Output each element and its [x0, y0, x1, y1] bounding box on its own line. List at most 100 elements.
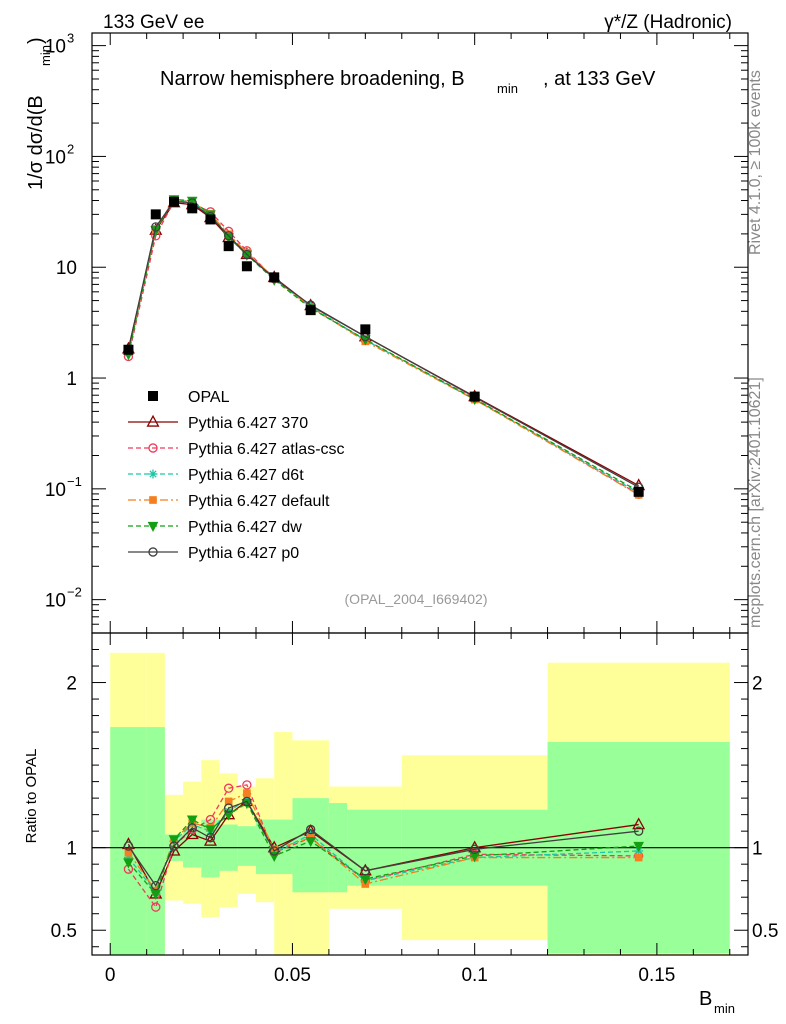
series-point-dw: [241, 250, 253, 261]
ratio-point-p370: [185, 827, 199, 840]
y-tick-base: 10: [45, 591, 66, 612]
opal-data-point: [205, 214, 216, 225]
ratio-point-default: [243, 789, 251, 797]
ratio-point-dw: [205, 825, 216, 836]
rivet-label: Rivet 4.1.0, ≥ 100k events: [747, 70, 764, 255]
ratio-point-p0: [223, 803, 234, 813]
legend-marker-p370: [146, 414, 160, 427]
ratio-point-p0: [205, 833, 216, 843]
ratio-point-p0: [269, 846, 279, 856]
ratio-point-p0: [151, 880, 161, 891]
ratio-point-p0: [633, 826, 644, 836]
opal-data-point: [241, 261, 252, 272]
y-tick-label: 10 −1: [45, 474, 82, 501]
ratio-point-p0: [469, 844, 480, 855]
y-tick-label: 10 −2: [45, 585, 82, 612]
y-tick-exp: −1: [67, 474, 82, 489]
x-axis-title: B min: [699, 988, 735, 1016]
ratio-axis-title: Ratio to OPAL: [23, 749, 40, 844]
opal-data-point: [305, 305, 316, 316]
opal-data-point: [269, 272, 280, 283]
y-axis-title-main: 1/σ dσ/d(B: [25, 95, 47, 190]
y-tick-base: 10: [56, 258, 77, 279]
opal-data-point: [169, 196, 179, 207]
ratio-point-dw: [223, 810, 234, 821]
opal-data-point: [187, 203, 198, 214]
uncertainty-band-inner: [146, 727, 165, 955]
legend-label-default: Pythia 6.427 default: [188, 493, 330, 510]
opal-data-point: [633, 486, 644, 497]
y-tick-base: 1: [66, 369, 77, 390]
ratio-point-dw: [168, 835, 180, 846]
legend-label-opal: OPAL: [188, 389, 230, 406]
y-tick-base: 10: [45, 37, 66, 58]
x-axis-title-sub: min: [714, 1001, 735, 1016]
y-tick-base: 10: [45, 480, 66, 501]
y-axis-title-sub: min: [38, 45, 53, 66]
opal-data-point: [150, 209, 161, 220]
y-tick-label: 10 3: [45, 31, 74, 58]
ratio-point-default: [634, 853, 643, 862]
y-tick-exp: 2: [67, 141, 74, 156]
y-tick-label: 10: [56, 258, 77, 279]
series-line-default: [127, 198, 639, 496]
opal-data-point: [123, 344, 134, 355]
ratio-tick-label: 1: [752, 839, 763, 860]
legend-label-d6t: Pythia 6.427 d6t: [188, 467, 304, 484]
ratio-tick-label: 1: [66, 839, 77, 860]
ratio-line-p0: [127, 800, 639, 887]
ratio-point-p0: [169, 841, 179, 851]
legend-marker-dw: [147, 521, 159, 533]
ratio-tick-label: 2: [66, 674, 77, 695]
y-axis-title: 1/σ dσ/d(B min ): [25, 37, 53, 190]
ratio-point-p0: [187, 823, 197, 833]
ratio-point-default: [224, 797, 233, 806]
x-tick-label: 0.05: [274, 965, 311, 986]
y-tick-label: 1: [66, 369, 77, 390]
ratio-point-dw: [186, 815, 198, 826]
ratio-point-atlas: [242, 780, 252, 790]
y-tick-exp: 3: [67, 31, 74, 46]
ratio-point-default: [270, 845, 279, 854]
header-left: 133 GeV ee: [103, 12, 204, 33]
legend-marker-default: [149, 496, 157, 504]
ratio-point-d6t: [123, 853, 133, 863]
legend-label-atlas: Pythia 6.427 atlas-csc: [188, 441, 345, 458]
ratio-point-p0: [123, 841, 134, 851]
ratio-line-atlas: [127, 784, 639, 909]
opal-data-point: [223, 241, 234, 252]
uncertainty-band-inner: [237, 826, 256, 866]
legend-label-p0: Pythia 6.427 p0: [188, 545, 299, 562]
chart-title-sub: min: [497, 81, 518, 96]
ratio-point-dw: [633, 841, 644, 853]
chart-title-tail: , at 133 GeV: [543, 68, 656, 90]
mc-curves: [121, 195, 646, 912]
y-axis-title-tail: ): [25, 37, 47, 44]
legend-marker-atlas: [148, 443, 158, 453]
ratio-point-atlas: [223, 783, 234, 793]
x-tick-label: 0.1: [461, 965, 487, 986]
legend-label-p370: Pythia 6.427 370: [188, 415, 308, 432]
x-tick-label: 0.15: [638, 965, 675, 986]
series-point-p0: [242, 249, 252, 260]
chart-title-main: Narrow hemisphere broadening, B: [160, 68, 465, 90]
ratio-tick-label: 0.5: [752, 921, 778, 942]
uncertainty-bands: [110, 652, 730, 955]
header-right: γ*/Z (Hadronic): [604, 12, 732, 33]
ratio-point-p0: [242, 796, 252, 807]
y-tick-exp: −2: [67, 585, 82, 600]
opal-data-point: [360, 324, 371, 335]
uncertainty-band-inner: [110, 727, 147, 955]
series-point-p0: [151, 222, 161, 232]
mcplots-label: mcplots.cern.ch [arXiv:2401.10621]: [747, 377, 764, 628]
opal-data-point: [469, 391, 480, 402]
y-tick-label: 10 2: [45, 141, 74, 168]
legend-marker-opal: [148, 391, 158, 401]
legend-label-dw: Pythia 6.427 dw: [188, 519, 302, 536]
x-tick-label: 0: [105, 965, 116, 986]
chart-title: Narrow hemisphere broadening, B min , at…: [160, 68, 656, 96]
ratio-point-default: [124, 848, 133, 857]
legend-marker-d6t: [148, 469, 158, 479]
